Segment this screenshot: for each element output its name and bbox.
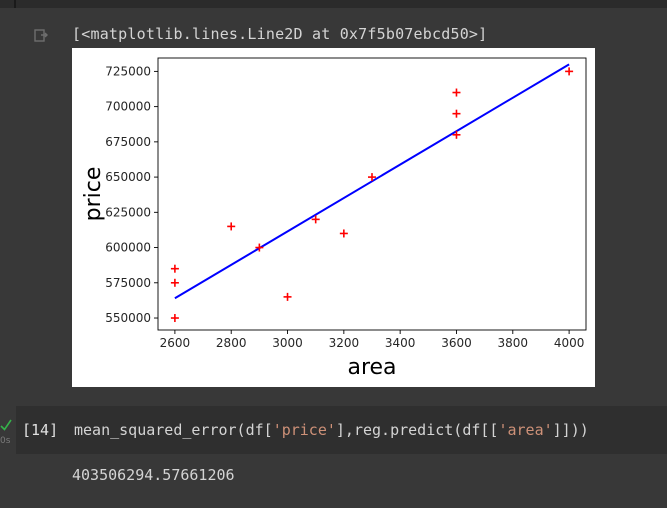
y-tick-label: 675000 bbox=[105, 135, 151, 149]
data-point bbox=[452, 109, 461, 118]
data-point bbox=[170, 278, 179, 287]
data-point bbox=[565, 67, 574, 76]
x-tick-label: 2600 bbox=[160, 336, 191, 350]
y-tick-label: 600000 bbox=[105, 241, 151, 255]
previous-cell-edge bbox=[0, 0, 667, 8]
data-point bbox=[452, 88, 461, 97]
code-part: ]])) bbox=[552, 421, 589, 439]
code-string: 'price' bbox=[272, 421, 336, 439]
x-tick-label: 3000 bbox=[272, 336, 303, 350]
cell-gutter: 0s bbox=[0, 406, 16, 454]
execution-count: [14] bbox=[22, 421, 59, 439]
output-text: [<matplotlib.lines.Line2D at 0x7f5b07ebc… bbox=[72, 25, 488, 43]
y-tick-label: 625000 bbox=[105, 205, 151, 219]
x-tick-label: 2800 bbox=[216, 336, 247, 350]
x-tick-label: 4000 bbox=[554, 336, 585, 350]
x-tick-label: 3800 bbox=[498, 336, 529, 350]
x-tick-label: 3200 bbox=[329, 336, 360, 350]
run-time: 0s bbox=[0, 436, 11, 446]
y-tick-label: 575000 bbox=[105, 276, 151, 290]
code-cell[interactable]: 0s [14] mean_squared_error(df['price'],r… bbox=[0, 406, 667, 454]
code-line[interactable]: mean_squared_error(df['price'],reg.predi… bbox=[74, 421, 589, 439]
x-tick-label: 3400 bbox=[385, 336, 416, 350]
data-point bbox=[255, 243, 264, 252]
result-output: 403506294.57661206 bbox=[72, 466, 235, 484]
data-point bbox=[170, 264, 179, 273]
y-tick-label: 550000 bbox=[105, 311, 151, 325]
data-point bbox=[368, 173, 376, 182]
code-part: ],reg.predict(df[[ bbox=[335, 421, 499, 439]
data-point bbox=[227, 222, 236, 231]
data-point bbox=[283, 292, 292, 301]
check-icon bbox=[0, 419, 12, 431]
scatter-plot: 2600 2800 3000 3200 3400 3600 3800 4000 550000 57… bbox=[81, 57, 587, 380]
cell-border bbox=[14, 0, 16, 8]
data-point bbox=[311, 215, 320, 224]
data-point bbox=[339, 229, 348, 238]
data-point bbox=[170, 314, 179, 323]
regression-line bbox=[174, 63, 570, 300]
code-string: 'area' bbox=[498, 421, 553, 439]
output-icon[interactable] bbox=[34, 28, 48, 42]
y-tick-label: 700000 bbox=[105, 100, 151, 114]
plot-frame bbox=[157, 57, 587, 331]
y-tick-label: 650000 bbox=[105, 170, 151, 184]
cell-output-area: [<matplotlib.lines.Line2D at 0x7f5b07ebc… bbox=[0, 8, 667, 401]
code-part: mean_squared_error(df[ bbox=[74, 421, 273, 439]
x-axis-title: area bbox=[347, 355, 396, 380]
data-point bbox=[452, 130, 461, 139]
y-axis-title: price bbox=[81, 167, 106, 222]
y-tick-label: 725000 bbox=[105, 64, 151, 78]
x-tick-label: 3600 bbox=[441, 336, 472, 350]
plot-figure: 2600 2800 3000 3200 3400 3600 3800 4000 550000 57… bbox=[72, 48, 595, 387]
